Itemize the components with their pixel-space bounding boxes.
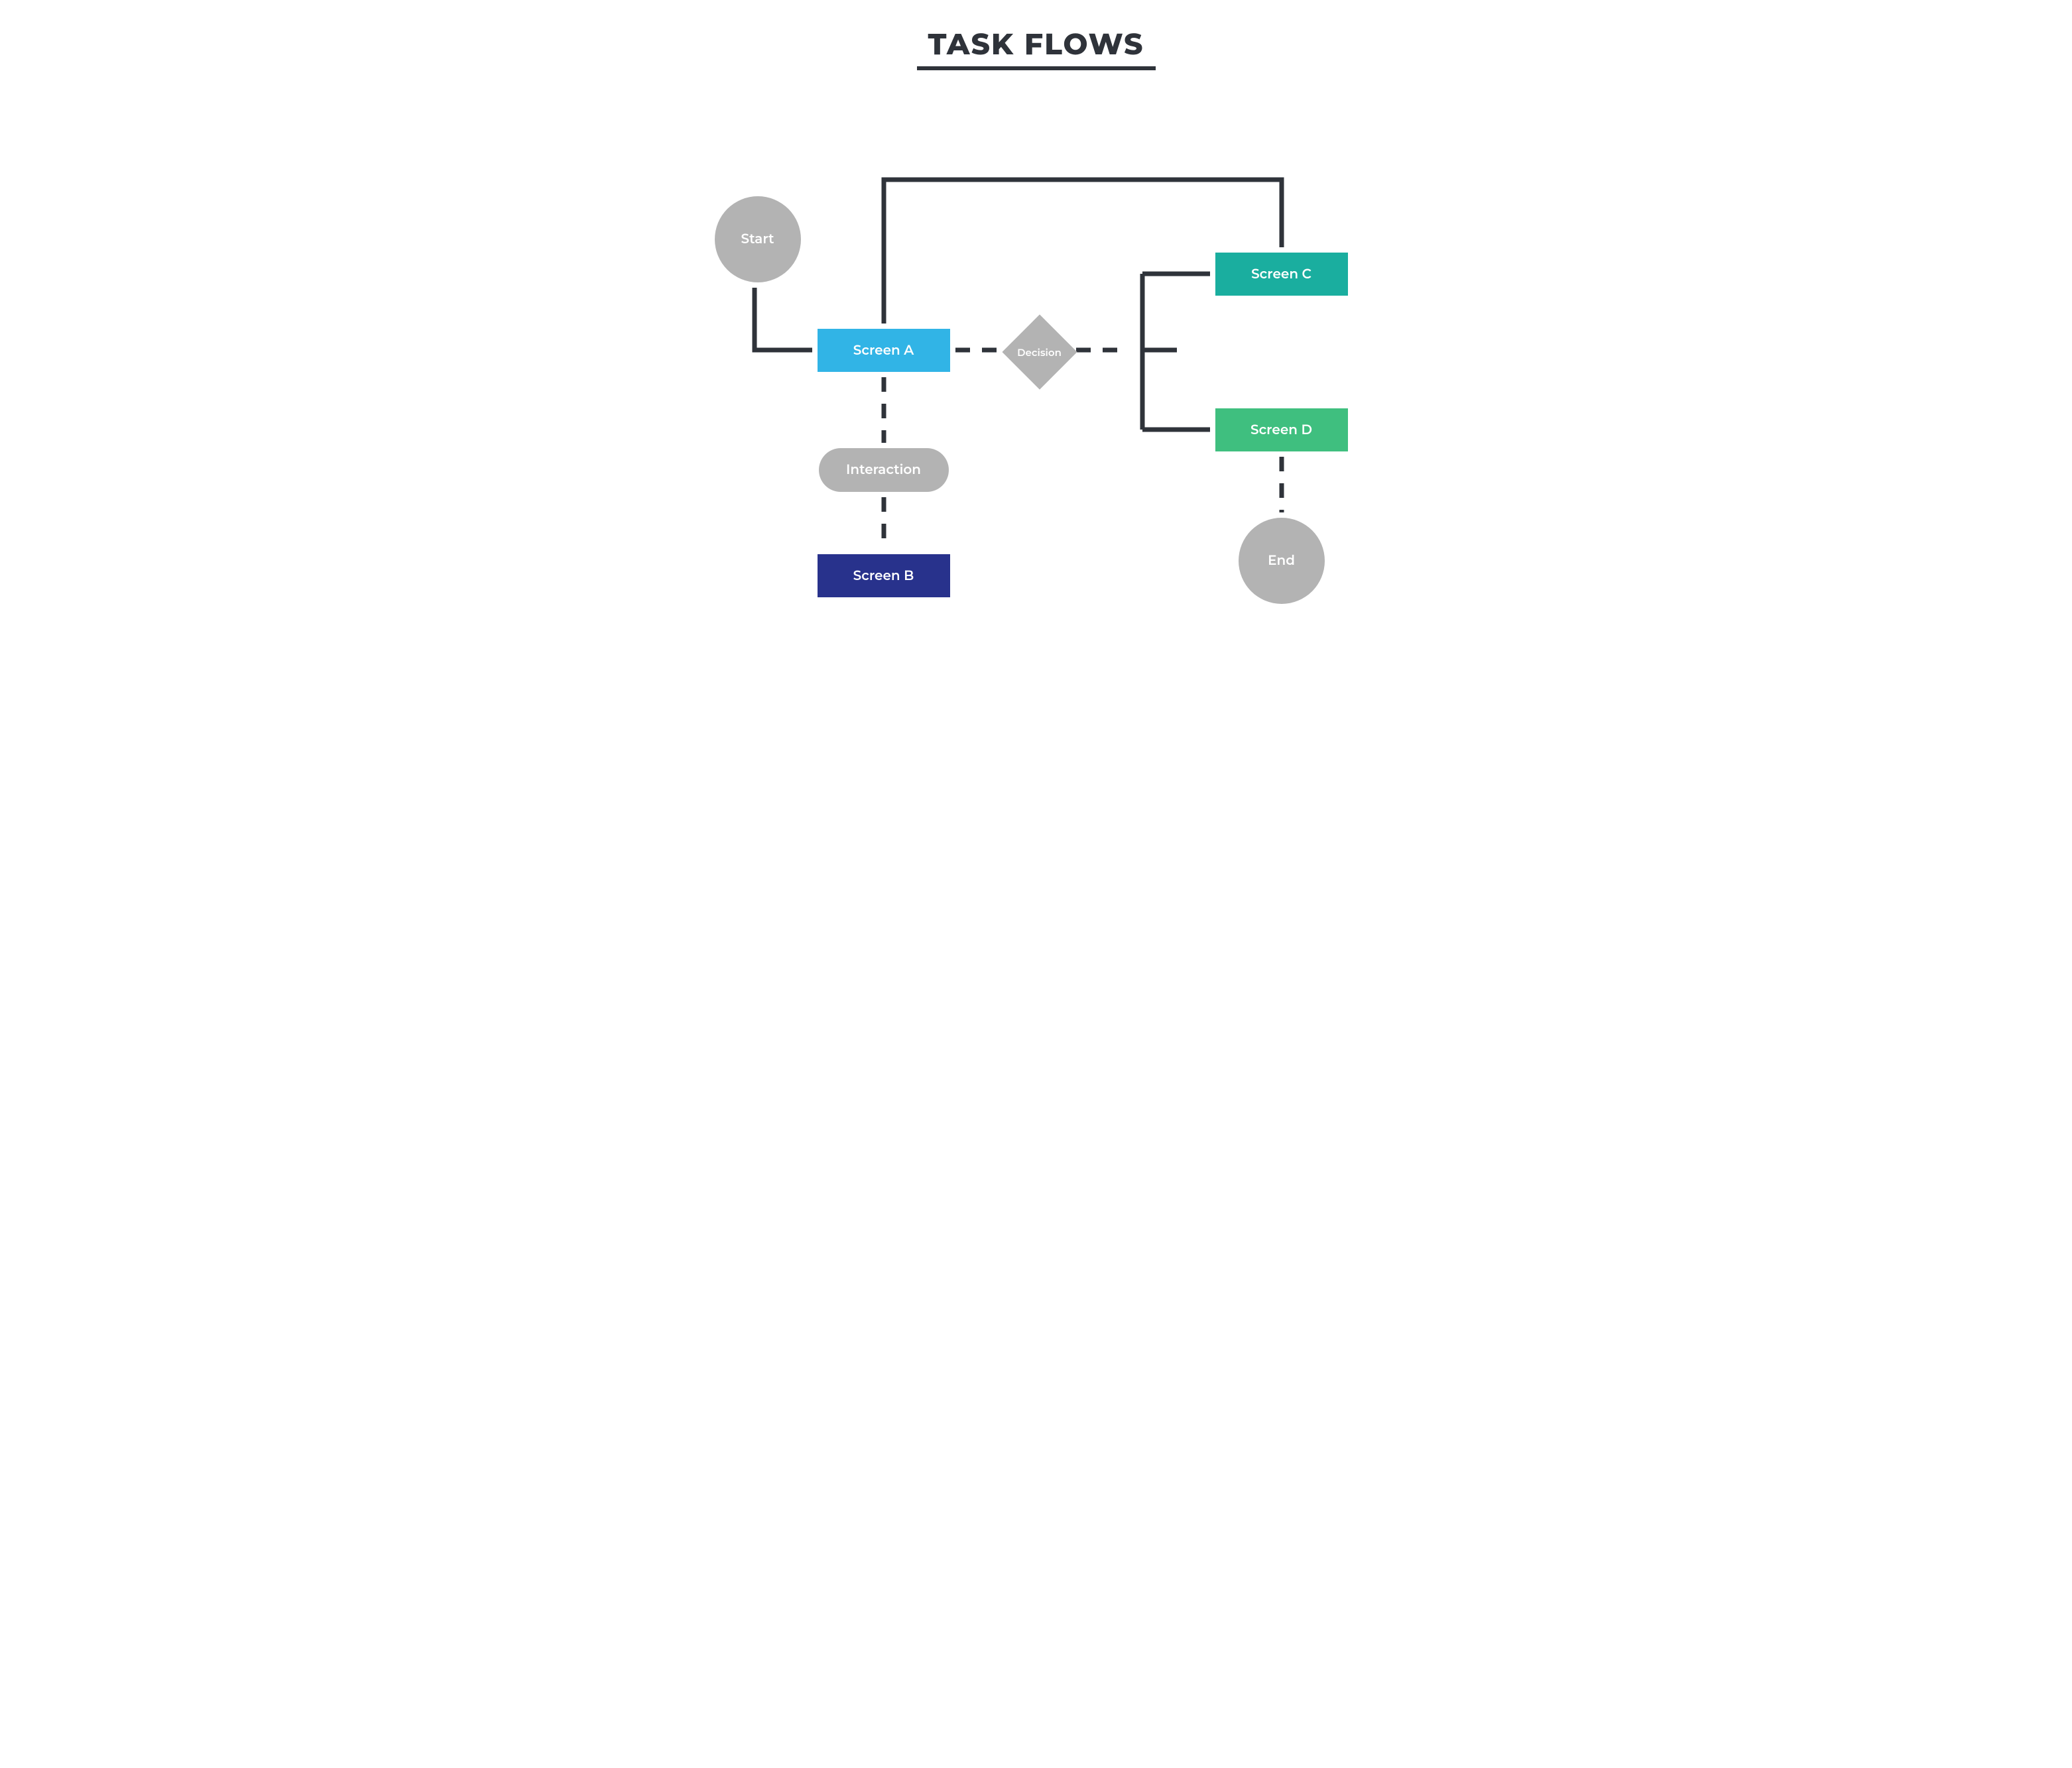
flowchart-canvas: Start Screen A Interaction Screen B Deci… xyxy=(639,77,1434,674)
start-node: Start xyxy=(715,196,801,282)
screen-d-label: Screen D xyxy=(1250,422,1312,438)
screen-d-node: Screen D xyxy=(1215,408,1348,451)
start-label: Start xyxy=(741,231,774,247)
screen-c-label: Screen C xyxy=(1251,266,1311,282)
page-title: TASK FLOWS xyxy=(928,27,1144,62)
decision-label: Decision xyxy=(1013,325,1066,379)
title-underline xyxy=(917,66,1156,70)
title-block: TASK FLOWS xyxy=(639,27,1434,70)
end-label: End xyxy=(1268,553,1295,569)
screen-b-label: Screen B xyxy=(853,568,914,584)
screen-c-node: Screen C xyxy=(1215,253,1348,296)
screen-a-label: Screen A xyxy=(853,343,914,359)
edge-start-to-a xyxy=(755,288,812,350)
edge-c-loop xyxy=(884,180,1282,324)
screen-b-node: Screen B xyxy=(818,554,950,597)
interaction-label: Interaction xyxy=(846,462,921,478)
interaction-node: Interaction xyxy=(819,448,949,492)
end-node: End xyxy=(1239,518,1325,604)
screen-a-node: Screen A xyxy=(818,329,950,372)
decision-node: Decision xyxy=(1013,325,1066,379)
